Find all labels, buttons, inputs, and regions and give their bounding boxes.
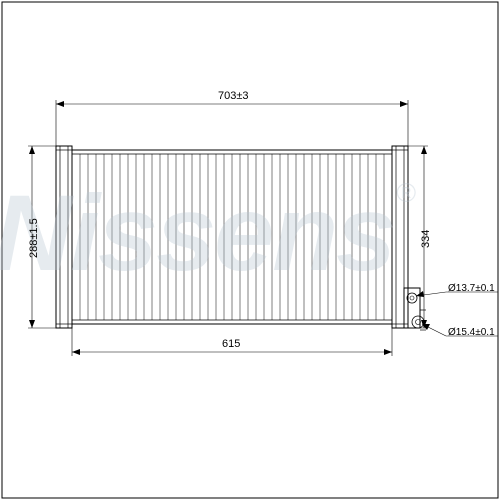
core-fins — [80, 154, 384, 320]
left-tank — [56, 146, 72, 328]
label-overall-width: 703±3 — [218, 90, 249, 102]
label-port-upper: Ø13.7±0.1 — [448, 283, 495, 294]
label-port-lower: Ø15.4±0.1 — [448, 327, 495, 338]
page-frame — [2, 2, 498, 498]
drawing-svg — [0, 0, 500, 500]
right-tank — [392, 146, 408, 328]
label-inner-width: 615 — [222, 338, 240, 350]
label-overall-height: 288±1.5 — [28, 218, 40, 258]
label-inner-height: 334 — [420, 230, 432, 248]
technical-drawing: Nissens® — [0, 0, 500, 500]
dim-overall-width — [56, 100, 408, 146]
